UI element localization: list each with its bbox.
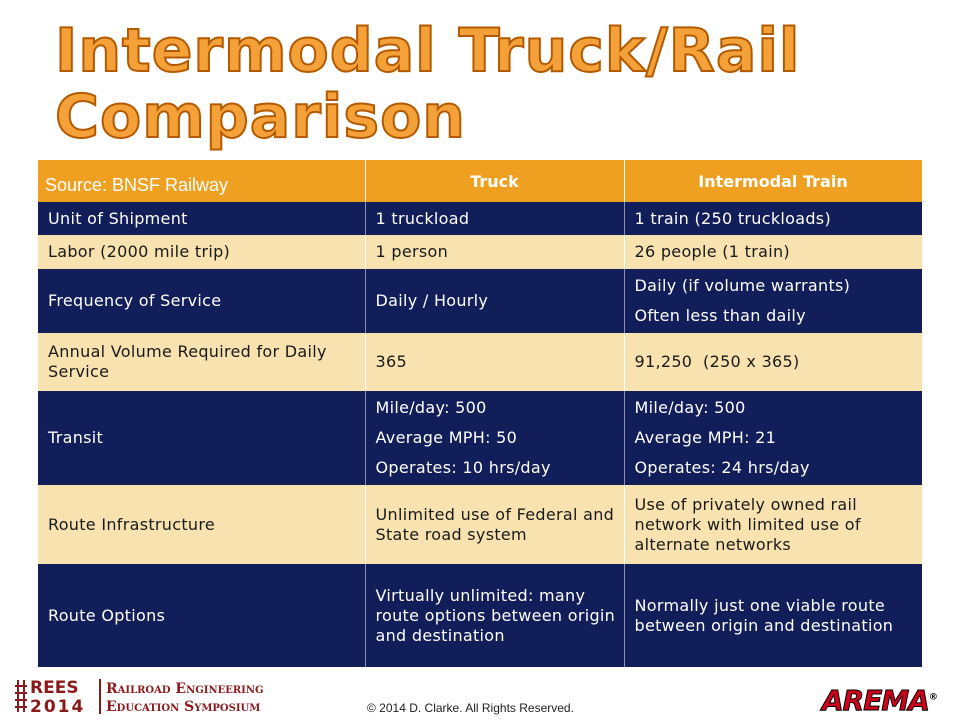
title-line-2: Comparison [54,82,467,152]
rees-logo: REES 2014 Railroad Engineering Education… [15,678,264,716]
rees-year: 2014 [30,697,85,716]
truck-cell-line: Average MPH: 50 [375,428,518,447]
train-cell-line: Often less than daily [634,306,806,325]
train-cell: Mile/day: 500 Average MPH: 21 Operates: … [623,391,922,485]
truck-cell: 365 [364,333,624,391]
arema-text: AREMA [822,684,931,718]
row-label: Route Infrastructure [38,485,365,564]
train-cell: 91,250 (250 x 365) [623,333,922,391]
source-note: Source: BNSF Railway [38,160,366,202]
slide-title: Intermodal Truck/Rail Comparison [54,16,801,152]
train-cell-line: Operates: 24 hrs/day [634,458,810,477]
truck-cell: Mile/day: 500 Average MPH: 50 Operates: … [364,391,624,485]
train-cell-line: Average MPH: 21 [634,428,777,447]
title-line-1: Intermodal Truck/Rail [54,16,801,86]
train-cell: Use of privately owned rail network with… [623,485,922,564]
row-label: Unit of Shipment [38,202,365,235]
table-row: Transit Mile/day: 500 Average MPH: 50 Op… [38,391,922,485]
train-cell: 1 train (250 truckloads) [623,202,922,235]
table-row: Unit of Shipment 1 truckload 1 train (25… [38,202,922,235]
row-label: Annual Volume Required for Daily Service [38,333,365,391]
table-header-row: Source: BNSF Railway Truck Intermodal Tr… [38,160,923,202]
truck-cell-line: Mile/day: 500 [375,398,487,417]
table-row: Labor (2000 mile trip) 1 person 26 peopl… [38,235,922,269]
truck-cell: Daily / Hourly [364,269,624,333]
row-label: Labor (2000 mile trip) [38,235,365,269]
row-label: Frequency of Service [38,269,365,333]
arema-logo: AREMA® [822,684,938,718]
train-cell-line: Daily (if volume warrants) [634,276,851,295]
symposium-line-2: Education Symposium [106,699,260,715]
table-row: Route Infrastructure Unlimited use of Fe… [38,485,922,564]
copyright-text: © 2014 D. Clarke. All Rights Reserved. [367,701,574,715]
rail-track-icon [15,680,27,712]
truck-cell: 1 person [364,235,624,269]
train-cell: Daily (if volume warrants) Often less th… [623,269,922,333]
column-header-truck: Truck [365,160,625,202]
table-row: Route Options Virtually unlimited: many … [38,564,922,667]
truck-cell: 1 truckload [364,202,624,235]
train-cell: Normally just one viable route between o… [623,564,922,667]
truck-cell-line: Operates: 10 hrs/day [375,458,551,477]
row-label: Route Options [38,564,365,667]
train-cell: 26 people (1 train) [623,235,922,269]
row-label: Transit [38,391,365,485]
truck-cell: Unlimited use of Federal and State road … [364,485,624,564]
table-row: Frequency of Service Daily / Hourly Dail… [38,269,922,333]
symposium-line-1: Railroad Engineering [106,681,264,697]
registered-mark: ® [928,692,938,703]
train-cell-line: Mile/day: 500 [634,398,746,417]
column-header-train: Intermodal Train [624,160,923,202]
comparison-table: Source: BNSF Railway Truck Intermodal Tr… [38,160,923,667]
table-row: Annual Volume Required for Daily Service… [38,333,922,391]
rees-text: REES [30,678,79,698]
truck-cell: Virtually unlimited: many route options … [364,564,624,667]
